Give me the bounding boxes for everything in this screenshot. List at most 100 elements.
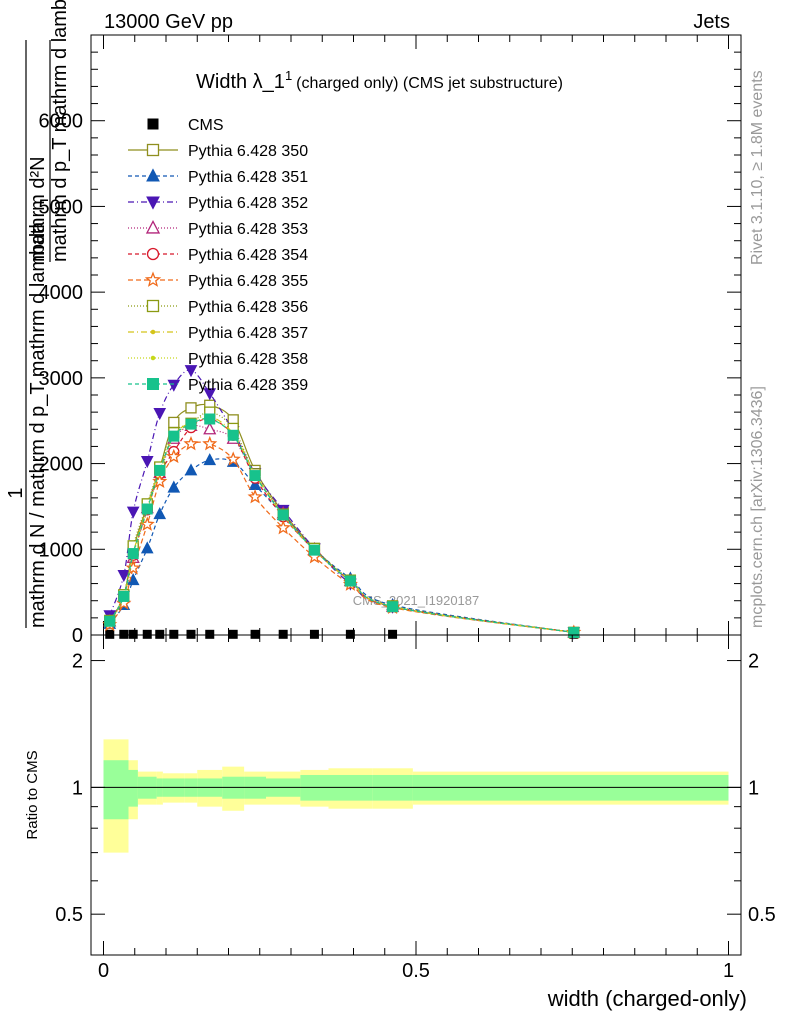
data-point: [203, 453, 217, 466]
data-point: [155, 629, 165, 639]
ratio-axis-ticks: [91, 635, 741, 956]
legend-entry: Pythia 6.428 357: [128, 325, 308, 342]
series-pythia-354: [104, 413, 580, 639]
main-y-label: 1 mathrm d N / mathrm d p_T mathrm d lam…: [5, 0, 71, 628]
x-axis-label: width (charged-only): [547, 986, 747, 1011]
data-point: [141, 503, 153, 515]
data-point: [142, 629, 152, 639]
ratio-band-inner: [128, 769, 138, 807]
y-label-numerator: 1: [5, 487, 27, 498]
legend-label: Pythia 6.428 359: [188, 377, 308, 394]
ratio-y-tick-labels: 0.5 0.5 1 1 2 2: [55, 651, 776, 927]
data-point: [204, 413, 216, 425]
x-tick-label: 0: [98, 960, 109, 982]
legend-entry: Pythia 6.428 351: [128, 168, 308, 186]
ratio-y-tick-label: 2: [72, 651, 83, 673]
series-line: [109, 417, 574, 633]
legend-label: Pythia 6.428 355: [188, 273, 308, 290]
data-point: [168, 416, 180, 429]
legend-marker: [150, 355, 156, 361]
ratio-y-tick-label-right: 1: [748, 777, 759, 799]
data-point: [202, 435, 218, 451]
ratio-y-tick-label-right: 2: [748, 651, 759, 673]
legend-marker: [146, 168, 160, 182]
series-line: [109, 424, 574, 633]
data-point: [344, 575, 356, 587]
data-point: [186, 629, 196, 639]
series-line: [109, 415, 574, 633]
y-label-denominator: mathrm d N / mathrm d p_T mathrm d lambd…: [27, 221, 49, 628]
series-line: [109, 403, 574, 633]
data-point: [104, 615, 116, 627]
data-point: [278, 629, 288, 639]
legend-label: Pythia 6.428 357: [188, 325, 308, 342]
legend-label: Pythia 6.428 353: [188, 221, 308, 238]
series-pythia-359: [104, 413, 580, 638]
data-point: [205, 629, 215, 639]
main-y-tick-label: 1000: [39, 539, 84, 561]
main-y-tick-label: 0: [72, 625, 83, 647]
y-label-inner-numerator: mathrm d²N: [27, 156, 49, 262]
data-point: [167, 480, 181, 493]
data-point: [250, 629, 260, 639]
data-point: [184, 463, 198, 476]
data-point: [117, 570, 131, 583]
data-point: [277, 509, 289, 521]
legend-label: Pythia 6.428 350: [188, 143, 308, 160]
plot-title-main: Width λ_1: [196, 71, 285, 93]
series-pythia-357: [107, 414, 577, 635]
y-label-inner-denominator: mathrm d p_T mathrm d lambda: [49, 0, 71, 262]
legend-marker: [145, 219, 161, 234]
data-point: [183, 435, 199, 451]
legend-entry: Pythia 6.428 350: [128, 143, 308, 160]
collision-label: 13000 GeV pp: [104, 11, 233, 33]
data-point: [167, 379, 181, 392]
series-pythia-352: [103, 365, 581, 640]
plot-title-superscript: 1: [285, 68, 292, 83]
series-line: [109, 418, 574, 633]
legend-marker: [147, 378, 159, 390]
x-tick-labels: 0 0.5 1: [98, 960, 734, 982]
legend-label: Pythia 6.428 358: [188, 351, 308, 368]
ratio-bands: [103, 739, 729, 853]
main-y-tick-label: 2000: [39, 454, 84, 476]
legend-entry: Pythia 6.428 353: [128, 219, 308, 238]
series-line: [109, 458, 574, 633]
legend-marker: [146, 299, 160, 313]
x-tick-label: 1: [723, 960, 734, 982]
data-point: [228, 629, 238, 639]
ratio-y-tick-label-right: 0.5: [748, 904, 776, 926]
data-point: [153, 408, 167, 421]
data-point: [126, 506, 140, 519]
data-point: [225, 451, 241, 466]
mcplots-label: mcplots.cern.ch [arXiv:1306.3436]: [749, 386, 766, 628]
data-point: [118, 590, 130, 602]
data-point: [308, 544, 320, 556]
series-cms: [105, 629, 579, 639]
legend-label: Pythia 6.428 354: [188, 247, 308, 264]
legend-label: Pythia 6.428 352: [188, 195, 308, 212]
series-line: [109, 441, 574, 633]
legend-entry: Pythia 6.428 358: [128, 351, 308, 368]
data-point: [168, 430, 180, 442]
data-point: [127, 548, 139, 560]
legend-marker: [146, 247, 160, 261]
data-point: [568, 626, 580, 638]
data-point: [153, 507, 167, 520]
data-point: [185, 418, 197, 430]
category-label: Jets: [693, 11, 730, 33]
data-point: [166, 448, 182, 464]
data-point: [203, 421, 217, 435]
rivet-label: Rivet 3.1.10, ≥ 1.8M events: [749, 70, 766, 265]
ratio-frame: [90, 634, 742, 956]
data-point: [309, 629, 319, 639]
series-pythia-351: [103, 453, 581, 638]
legend-marker: [146, 196, 160, 210]
data-point: [185, 402, 197, 414]
data-point: [275, 519, 291, 535]
plot-subtitle: (charged only) (CMS jet substructure): [296, 75, 563, 92]
legend-label: Pythia 6.428 356: [188, 299, 308, 316]
legend-marker: [144, 271, 162, 287]
